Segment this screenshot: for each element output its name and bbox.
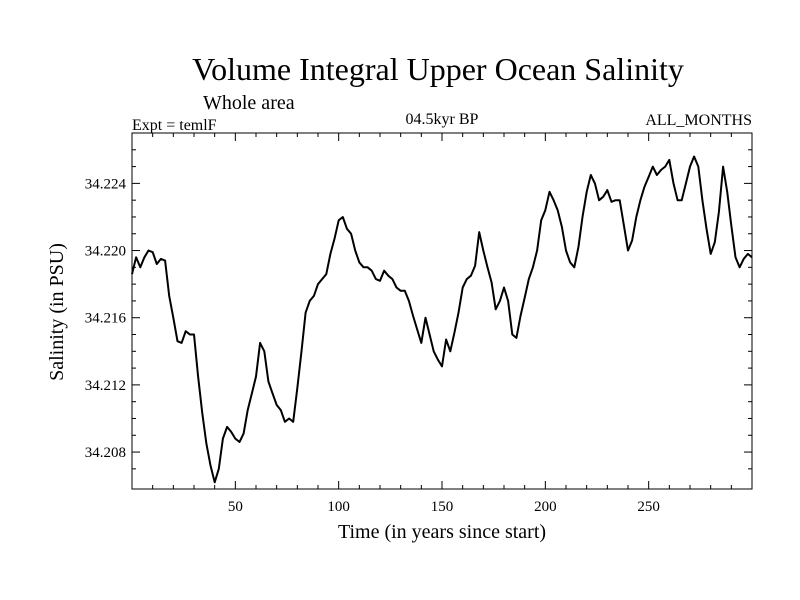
y-tick-label: 34.220 [85, 244, 126, 260]
chart-title: Volume Integral Upper Ocean Salinity [192, 51, 684, 87]
months-label: ALL_MONTHS [645, 112, 752, 129]
y-tick-label: 34.208 [85, 445, 126, 461]
x-tick-label: 250 [637, 499, 660, 515]
x-axis-label: Time (in years since start) [338, 521, 546, 543]
y-tick-label: 34.224 [85, 176, 127, 192]
plot-frame [131, 132, 753, 490]
period-label: 04.5kyr BP [406, 111, 479, 128]
chart-subtitle: Whole area [203, 92, 295, 114]
x-tick-label: 100 [327, 499, 350, 515]
experiment-label: Expt = temlF [132, 117, 217, 134]
series-layer [131, 155, 753, 484]
y-axis-label: Salinity (in PSU) [46, 243, 68, 381]
x-tick-label: 200 [534, 499, 557, 515]
x-tick-label: 50 [228, 499, 243, 515]
y-tick-label: 34.212 [85, 378, 126, 394]
x-tick-label: 150 [431, 499, 454, 515]
axes: 50 100 150 200 250 34.208 34.212 34.216 34.220 34… [85, 133, 752, 515]
y-tick-label: 34.216 [85, 311, 127, 327]
series-line-salinity [131, 155, 753, 484]
